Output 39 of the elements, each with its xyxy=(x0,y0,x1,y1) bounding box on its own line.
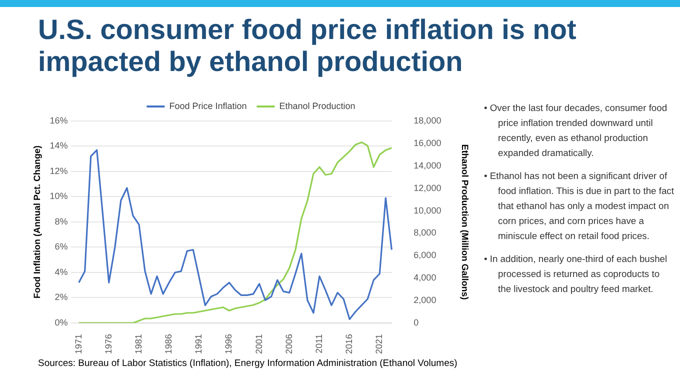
y-tick-label: 6% xyxy=(54,242,68,252)
legend-label: Food Price Inflation xyxy=(169,100,247,111)
y2-tick-label: 2,000 xyxy=(414,295,436,306)
y-tick-label: 8% xyxy=(54,216,68,226)
y2-tick-label: 12,000 xyxy=(414,182,442,193)
y-tick-label: 10% xyxy=(50,191,68,202)
text: • In addition, nearly one-third of each bushel processed is returned as coproducts to the livestock and poultry feed market. xyxy=(484,252,668,296)
x-tick-label: 2001 xyxy=(254,334,264,354)
text: • Over the last four decades, consumer food price inflation trended downward until recently, even as ethanol production expanded dramatically. xyxy=(484,101,668,160)
x-tick-label: 2011 xyxy=(314,334,324,354)
y2-tick-label: 10,000 xyxy=(414,205,442,216)
y2-tick-label: 18,000 xyxy=(414,115,442,126)
x-tick-label: 1991 xyxy=(194,334,204,354)
y-tick-label: 2% xyxy=(54,292,68,302)
x-tick-label: 1981 xyxy=(133,334,144,354)
y-tick-label: 0% xyxy=(54,317,68,328)
x-tick-label: 1986 xyxy=(164,334,174,354)
y2-tick-label: 8,000 xyxy=(414,228,436,238)
y2-tick-label: 4,000 xyxy=(414,272,436,283)
source-note: Sources: Bureau of Labor Statistics (Inflation), Energy Information Administration (Ethanol Volumes) xyxy=(38,358,458,369)
chart-title: U.S. consumer food price inflation is not impacted by ethanol production xyxy=(38,14,578,78)
x-tick-label: 1971 xyxy=(73,334,84,354)
y2-tick-label: 16,000 xyxy=(414,138,442,148)
y-tick-label: 14% xyxy=(50,140,68,151)
legend-label: Ethanol Production xyxy=(279,100,356,111)
x-tick-label: 2016 xyxy=(344,334,354,354)
y2-tick-label: 0 xyxy=(414,317,419,328)
y-tick-label: 16% xyxy=(50,115,68,126)
x-tick-label: 1976 xyxy=(103,334,114,354)
y2-tick-label: 6,000 xyxy=(414,250,436,260)
y-tick-label: 12% xyxy=(50,166,68,176)
x-tick-label: 2006 xyxy=(284,334,294,354)
x-tick-label: 2021 xyxy=(374,334,384,354)
x-tick-label: 1996 xyxy=(224,334,234,354)
y-axis-title: Food Inflation (Annual Pct. Change) xyxy=(32,145,42,298)
text: • Ethanol has not been a significant driver of food inflation. This is due in part to the fact that ethanol has only a modest impact on corn prices, and corn prices have a miniscule effect on retail food prices. xyxy=(484,169,674,243)
y-tick-label: 4% xyxy=(54,266,68,277)
y2-axis-title: Ethanol Production (Million Gallons) xyxy=(460,144,470,300)
y2-tick-label: 14,000 xyxy=(414,160,442,170)
